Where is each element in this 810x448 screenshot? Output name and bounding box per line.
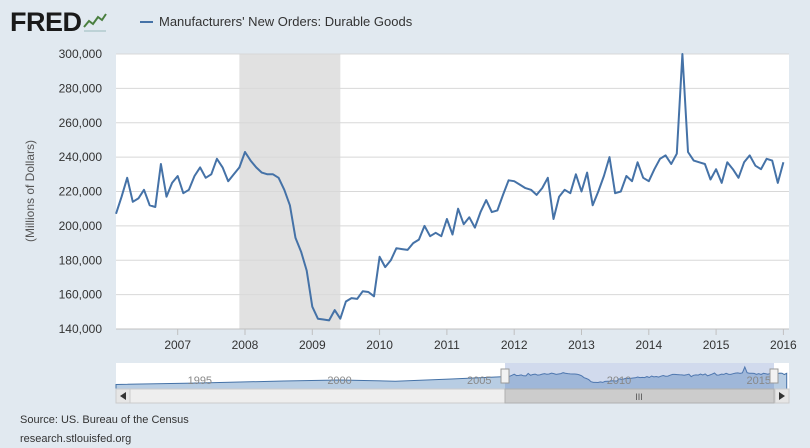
navigator-label: 2000 [327, 375, 351, 387]
fred-logo[interactable]: FRED [10, 6, 108, 38]
source-text: Source: US. Bureau of the Census [20, 414, 189, 426]
y-tick-label: 300,000 [59, 47, 103, 61]
y-tick-label: 240,000 [59, 150, 103, 164]
scroll-left-arrow-icon [120, 392, 126, 400]
y-axis-title: (Millions of Dollars) [23, 140, 37, 242]
y-tick-label: 180,000 [59, 253, 103, 267]
x-tick-label: 2011 [434, 338, 460, 352]
x-tick-label: 2015 [703, 338, 730, 352]
y-tick-label: 260,000 [59, 116, 103, 130]
x-tick-label: 2014 [635, 338, 662, 352]
navigator-label: 2015 [746, 375, 770, 387]
navigator-label: 2005 [467, 375, 491, 387]
scrollbar[interactable]: III [115, 388, 790, 404]
y-tick-label: 140,000 [59, 322, 103, 336]
y-axis: 140,000 160,000 180,000 200,000 220,000 240,0… [59, 47, 103, 336]
line-chart-icon [81, 11, 108, 33]
x-tick-label: 2012 [501, 338, 528, 352]
logo-text: FRED [10, 6, 82, 37]
navigator-selected-range [505, 363, 774, 389]
x-tick-label: 2008 [232, 338, 259, 352]
x-axis: 2007 2008 2009 2010 2011 2012 2013 2014 2015 2016 [116, 328, 797, 352]
y-tick-label: 160,000 [59, 288, 103, 302]
navigator-right-handle[interactable] [769, 368, 779, 384]
scroll-right-arrow-icon [779, 392, 785, 400]
series-line [115, 53, 785, 322]
x-tick-label: 2009 [299, 338, 326, 352]
scrollbar-grip: III [635, 392, 643, 402]
navigator[interactable]: 1995 2000 2005 2010 2015 [115, 363, 789, 390]
legend[interactable]: Manufacturers' New Orders: Durable Goods [140, 14, 412, 29]
y-tick-label: 200,000 [59, 219, 103, 233]
y-tick-label: 280,000 [59, 81, 103, 95]
site-url[interactable]: research.stlouisfed.org [20, 433, 132, 445]
grid-layer [116, 53, 789, 330]
navigator-series [115, 365, 788, 390]
navigator-label: 2010 [607, 375, 631, 387]
x-tick-label: 2013 [568, 338, 595, 352]
x-tick-label: 2016 [770, 338, 797, 352]
legend-label: Manufacturers' New Orders: Durable Goods [159, 14, 413, 29]
x-tick-label: 2007 [164, 338, 191, 352]
legend-swatch [140, 20, 153, 23]
y-tick-label: 220,000 [59, 185, 103, 199]
navigator-label: 1995 [188, 375, 212, 387]
navigator-left-handle[interactable] [500, 368, 510, 384]
x-tick-label: 2010 [366, 338, 393, 352]
scrollbar-thumb[interactable] [504, 388, 775, 404]
navigator-labels: 1995 2000 2005 2010 2015 [188, 375, 771, 387]
